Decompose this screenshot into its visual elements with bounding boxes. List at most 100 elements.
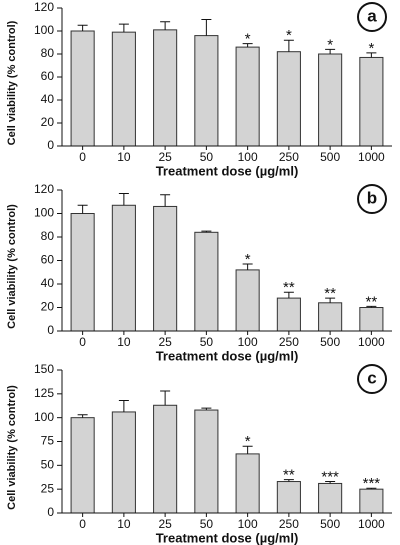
bar — [153, 29, 178, 147]
y-tick-label: 120 — [34, 182, 54, 196]
y-tick-label: 0 — [47, 138, 54, 152]
bar — [318, 302, 343, 332]
y-tick-label: 40 — [41, 276, 55, 290]
bar — [276, 481, 301, 514]
x-tick-label: 100 — [238, 335, 258, 349]
bar — [153, 404, 178, 514]
y-axis-title: Cell viability (% control) — [6, 20, 18, 145]
y-tick-label: 120 — [34, 0, 54, 14]
y-tick-label: 125 — [34, 386, 54, 400]
x-tick-label: 250 — [279, 150, 299, 164]
x-tick-label: 25 — [158, 150, 172, 164]
error-bar — [160, 390, 171, 406]
significance-label: ** — [283, 467, 295, 484]
bar — [359, 488, 384, 514]
x-tick-label: 500 — [320, 517, 340, 531]
y-tick-label: 25 — [41, 481, 55, 495]
bar — [235, 46, 260, 147]
panel-badge — [357, 2, 387, 32]
error-bar — [283, 291, 294, 299]
panel: 0 25 50 75 100 125 150 0 10 25 50 * 100 ** 250 *** 500 **… — [6, 362, 392, 545]
x-tick-label: 1000 — [358, 517, 385, 531]
significance-label: * — [327, 36, 333, 53]
bar — [194, 231, 219, 332]
y-tick-label: 100 — [34, 206, 54, 220]
y-tick-label: 80 — [41, 46, 55, 60]
bar — [194, 35, 219, 147]
bar — [235, 269, 260, 332]
error-bar — [325, 481, 336, 484]
y-axis-title: Cell viability (% control) — [6, 204, 18, 329]
error-bar — [77, 204, 88, 214]
x-tick-label: 10 — [117, 150, 131, 164]
y-tick-label: 60 — [41, 69, 55, 83]
x-axis-title: Treatment dose (µg/ml) — [156, 348, 299, 363]
error-bar — [118, 193, 129, 206]
bar — [70, 417, 95, 514]
bar — [111, 411, 136, 514]
panel: 0 20 40 60 80 100 120 0 10 25 50 * 100 ** 250 ** 500 ** 10… — [6, 182, 392, 363]
error-bar — [201, 19, 212, 36]
x-tick-label: 100 — [238, 150, 258, 164]
x-tick-label: 10 — [117, 335, 131, 349]
y-tick-label: 20 — [41, 115, 55, 129]
x-tick-label: 100 — [238, 517, 258, 531]
error-bar — [242, 445, 253, 454]
y-tick-label: 20 — [41, 300, 55, 314]
bar — [111, 31, 136, 147]
panel-letter: b — [367, 188, 377, 207]
panel-letter: c — [367, 368, 376, 387]
bar — [153, 205, 178, 332]
x-tick-label: 1000 — [358, 150, 385, 164]
bar — [318, 53, 343, 147]
x-axis-title: Treatment dose (µg/ml) — [156, 163, 299, 178]
y-tick-label: 100 — [34, 410, 54, 424]
x-tick-label: 25 — [158, 335, 172, 349]
significance-label: * — [245, 31, 251, 48]
y-tick-label: 0 — [47, 323, 54, 337]
error-bar — [118, 400, 129, 412]
x-tick-label: 500 — [320, 335, 340, 349]
error-bar — [283, 39, 294, 52]
panel-letter: a — [367, 6, 377, 25]
error-bar — [366, 487, 377, 490]
significance-label: *** — [363, 475, 381, 492]
significance-label: *** — [321, 469, 339, 486]
error-bar — [325, 48, 336, 54]
y-tick-label: 80 — [41, 229, 55, 243]
x-tick-label: 250 — [279, 517, 299, 531]
bar — [235, 453, 260, 514]
significance-label: ** — [324, 285, 336, 302]
x-tick-label: 50 — [200, 150, 214, 164]
bar — [194, 409, 219, 514]
error-bar — [118, 23, 129, 33]
error-bar — [242, 43, 253, 48]
y-tick-label: 75 — [41, 434, 55, 448]
significance-label: ** — [366, 293, 378, 310]
bar — [359, 56, 384, 147]
error-bar — [242, 263, 253, 270]
x-tick-label: 50 — [200, 517, 214, 531]
bar — [276, 51, 301, 147]
y-tick-label: 100 — [34, 23, 54, 37]
x-tick-label: 10 — [117, 517, 131, 531]
error-bar — [77, 24, 88, 31]
y-tick-label: 60 — [41, 253, 55, 267]
error-bar — [366, 305, 377, 308]
error-bar — [366, 52, 377, 58]
panel: 0 20 40 60 80 100 120 0 10 25 50 * 100 * 250 * 500 * 1000 T… — [6, 0, 392, 178]
error-bar — [325, 297, 336, 303]
significance-label: ** — [283, 279, 295, 296]
panel-badge — [357, 184, 387, 214]
bar — [70, 213, 95, 332]
bar — [276, 297, 301, 332]
y-tick-label: 50 — [41, 458, 55, 472]
x-tick-label: 500 — [320, 150, 340, 164]
panel-badge — [357, 364, 387, 394]
bar — [70, 30, 95, 147]
significance-label: * — [245, 433, 251, 450]
x-tick-label: 0 — [79, 335, 86, 349]
x-tick-label: 0 — [79, 517, 86, 531]
x-tick-label: 0 — [79, 150, 86, 164]
